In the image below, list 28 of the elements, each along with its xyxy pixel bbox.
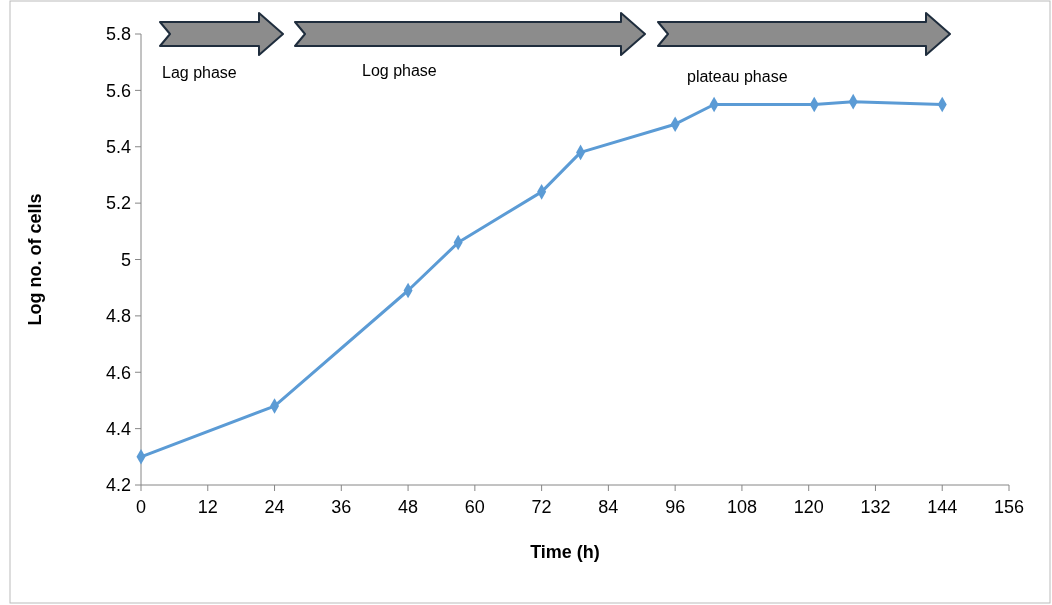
x-tick-label: 132	[860, 497, 891, 517]
x-tick-label: 60	[464, 497, 485, 517]
y-axis-title: Log no. of cells	[25, 193, 45, 326]
y-tick-label: 5.4	[105, 137, 131, 158]
x-tick-label: 84	[598, 497, 619, 517]
y-tick-label: 5	[120, 249, 131, 270]
x-tick-label: 120	[793, 497, 824, 517]
annotation: plateau phase	[687, 68, 788, 85]
x-tick-label: 156	[993, 497, 1025, 517]
x-tick-label: 12	[197, 497, 218, 517]
x-tick-label: 72	[531, 497, 552, 517]
y-tick-label: 4.2	[105, 475, 131, 496]
y-tick-label: 4.6	[105, 362, 131, 383]
annotation: Lag phase	[162, 64, 237, 81]
x-tick-label: 0	[135, 497, 147, 517]
x-tick-label: 108	[726, 497, 757, 517]
annotation: Log phase	[362, 62, 437, 79]
x-tick-label: 96	[665, 497, 686, 517]
y-tick-label: 5.8	[105, 24, 131, 45]
x-tick-label: 48	[398, 497, 419, 517]
y-tick-label: 5.6	[105, 80, 131, 101]
x-tick-label: 24	[264, 497, 285, 517]
y-tick-label: 5.2	[105, 193, 131, 214]
x-tick-label: 36	[331, 497, 352, 517]
x-tick-label: 144	[927, 497, 958, 517]
y-tick-label: 4.8	[105, 306, 131, 327]
x-axis-title: Time (h)	[530, 542, 600, 562]
y-tick-label: 4.4	[105, 418, 131, 439]
